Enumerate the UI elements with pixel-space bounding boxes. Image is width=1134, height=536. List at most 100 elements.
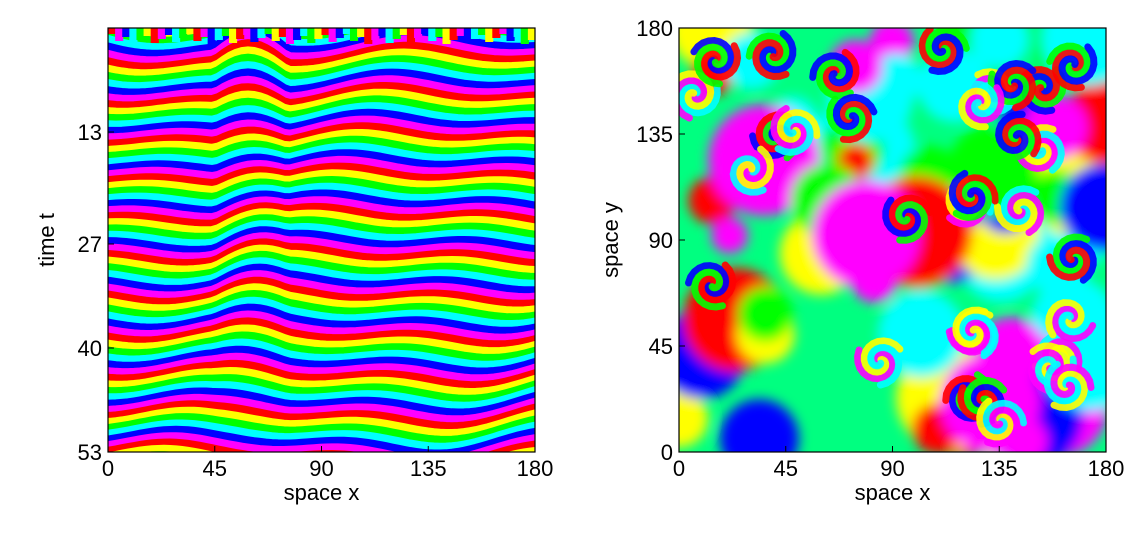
phase-stripe — [108, 400, 535, 431]
spiral-arm — [982, 399, 1027, 435]
spacetime-x-tick-label: 90 — [309, 456, 333, 481]
phase-stripe — [108, 39, 535, 71]
spiral-arm — [776, 109, 821, 143]
phase-stripe — [108, 359, 535, 390]
phase-noise — [328, 28, 337, 42]
phase-stripe — [108, 46, 535, 78]
spiral-field-image — [679, 28, 1106, 452]
phase-stripe — [108, 257, 535, 288]
phase-noise — [186, 28, 195, 34]
phase-noise — [243, 28, 252, 35]
spiral-arm — [1021, 72, 1056, 115]
spacetime-x-tick-label: 180 — [517, 456, 554, 481]
phase-noise — [143, 28, 152, 36]
phase-stripe — [108, 142, 535, 167]
phase-noise — [236, 28, 245, 39]
phase-stripe — [108, 413, 535, 444]
phase-stripe — [108, 68, 535, 97]
phase-stripe — [108, 331, 535, 362]
phase-stripe — [108, 338, 535, 369]
spiral-arm — [925, 28, 970, 62]
spiral-x-axis-label: space x — [855, 480, 931, 505]
spiral-arm — [1051, 49, 1085, 92]
phase-noise — [442, 28, 451, 44]
phase-noise — [271, 28, 280, 41]
spiral-arm — [888, 194, 934, 231]
phase-stripe — [108, 202, 535, 228]
spiral-arm — [952, 180, 992, 221]
phase-stripe — [109, 444, 535, 452]
spiral-y-tick-label: 90 — [649, 228, 673, 253]
spiral-arm — [1050, 370, 1088, 412]
spiral-arm — [958, 87, 992, 131]
phase-noise — [200, 28, 209, 37]
phase-stripe — [108, 324, 535, 356]
phase-stripe — [108, 169, 535, 195]
phase-stripe — [108, 270, 535, 302]
spiral-arm — [752, 39, 790, 81]
spiral-arm — [990, 123, 1035, 161]
spiral-arm — [729, 154, 767, 196]
spiral-arm — [1046, 246, 1091, 281]
spiral-arm — [826, 95, 866, 137]
phase-stripe — [108, 196, 535, 222]
phase-blob — [870, 53, 923, 106]
phase-noise — [207, 28, 216, 44]
spiral-arm — [1046, 42, 1091, 79]
spiral-arm — [723, 148, 768, 183]
phase-noise — [463, 28, 472, 43]
spacetime-x-axis-label: space x — [284, 480, 360, 505]
phase-stripe — [108, 220, 535, 248]
phase-noise — [293, 28, 302, 40]
spiral-y-tick-label: 135 — [636, 122, 673, 147]
spiral-arm — [976, 397, 1014, 441]
phase-stripe — [108, 115, 535, 142]
phase-blob — [970, 28, 1029, 69]
spiral-arm — [815, 58, 854, 100]
phase-stripe — [108, 374, 535, 403]
spiral-arm — [822, 48, 860, 93]
spiral-arm — [953, 80, 998, 118]
spiral-arm — [854, 346, 896, 383]
phase-stripe — [108, 393, 535, 424]
spacetime-y-tick-label: 40 — [78, 336, 102, 361]
phase-noise — [520, 28, 529, 44]
phase-noise — [221, 28, 230, 36]
spiral-arm — [895, 201, 929, 244]
phase-noise — [349, 28, 359, 41]
spacetime-heatmap-image — [108, 28, 535, 452]
spiral-x-tick-label: 90 — [880, 456, 904, 481]
phase-noise — [378, 28, 387, 36]
spacetime-x-tick-label: 45 — [203, 456, 227, 481]
phase-noise — [157, 28, 166, 39]
phase-noise — [449, 28, 458, 40]
spiral-arm — [945, 319, 991, 355]
spiral-arm — [700, 42, 742, 81]
spiral-arm — [928, 33, 964, 76]
phase-stripe — [108, 406, 535, 437]
phase-noise — [342, 28, 351, 34]
phase-noise — [228, 28, 238, 43]
spiral-arm — [679, 83, 721, 117]
phase-noise — [492, 28, 501, 38]
phase-stripe — [108, 61, 535, 91]
spiral-arm — [697, 261, 737, 304]
phase-stripe — [108, 425, 535, 452]
phase-noise — [399, 28, 408, 35]
phase-stripe — [108, 88, 535, 116]
phase-stripe — [108, 438, 535, 452]
phase-noise — [385, 28, 394, 43]
phase-stripe — [108, 226, 535, 254]
phase-stripe — [108, 149, 535, 174]
phase-noise — [428, 28, 437, 41]
spacetime-heatmap-panel — [107, 27, 536, 453]
phase-noise — [164, 28, 174, 35]
spiral-arm — [679, 76, 708, 122]
phase-stripe — [108, 303, 535, 335]
phase-stripe — [108, 419, 535, 451]
phase-stripe — [108, 122, 535, 148]
spiral-arm — [694, 43, 728, 88]
spiral-arm — [958, 313, 997, 357]
phase-stripe — [108, 208, 535, 235]
